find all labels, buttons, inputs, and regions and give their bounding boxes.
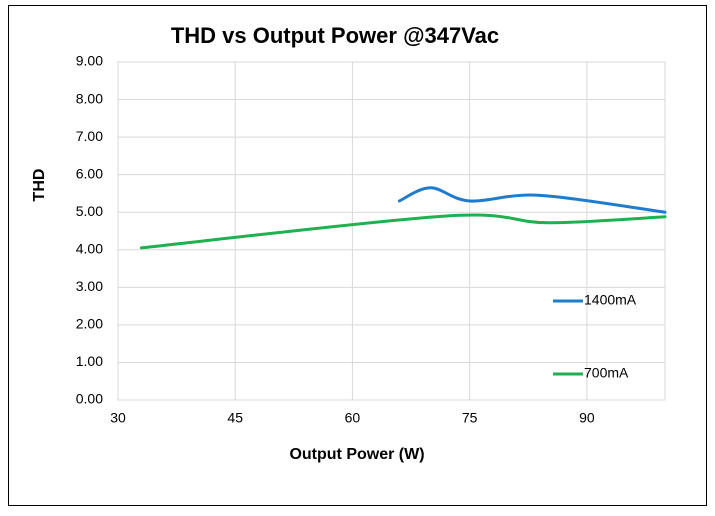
y-tick-label: 7.00 (76, 128, 103, 144)
y-tick-label: 1.00 (76, 353, 103, 369)
y-tick-label: 9.00 (76, 53, 103, 69)
y-tick-label: 4.00 (76, 240, 103, 256)
legend-label: 1400mA (584, 292, 637, 308)
y-tick-label: 6.00 (76, 165, 103, 181)
x-axis-label: Output Power (W) (289, 446, 424, 463)
y-tick-label: 8.00 (76, 90, 103, 106)
x-tick-label: 90 (579, 410, 595, 426)
line-series (397, 186, 667, 214)
y-axis-label: THD (31, 169, 48, 202)
y-tick-label: 3.00 (76, 278, 103, 294)
y-tick-label: 5.00 (76, 203, 103, 219)
y-tick-label: 0.00 (76, 391, 103, 407)
chart-title: THD vs Output Power @347Vac (171, 23, 499, 48)
chart-frame (8, 5, 707, 506)
line-series (139, 213, 667, 250)
legend-label: 700mA (584, 365, 629, 381)
x-tick-label: 45 (227, 410, 243, 426)
x-tick-label: 60 (345, 410, 361, 426)
x-tick-label: 30 (110, 410, 126, 426)
y-tick-label: 2.00 (76, 316, 103, 332)
x-tick-label: 75 (462, 410, 478, 426)
